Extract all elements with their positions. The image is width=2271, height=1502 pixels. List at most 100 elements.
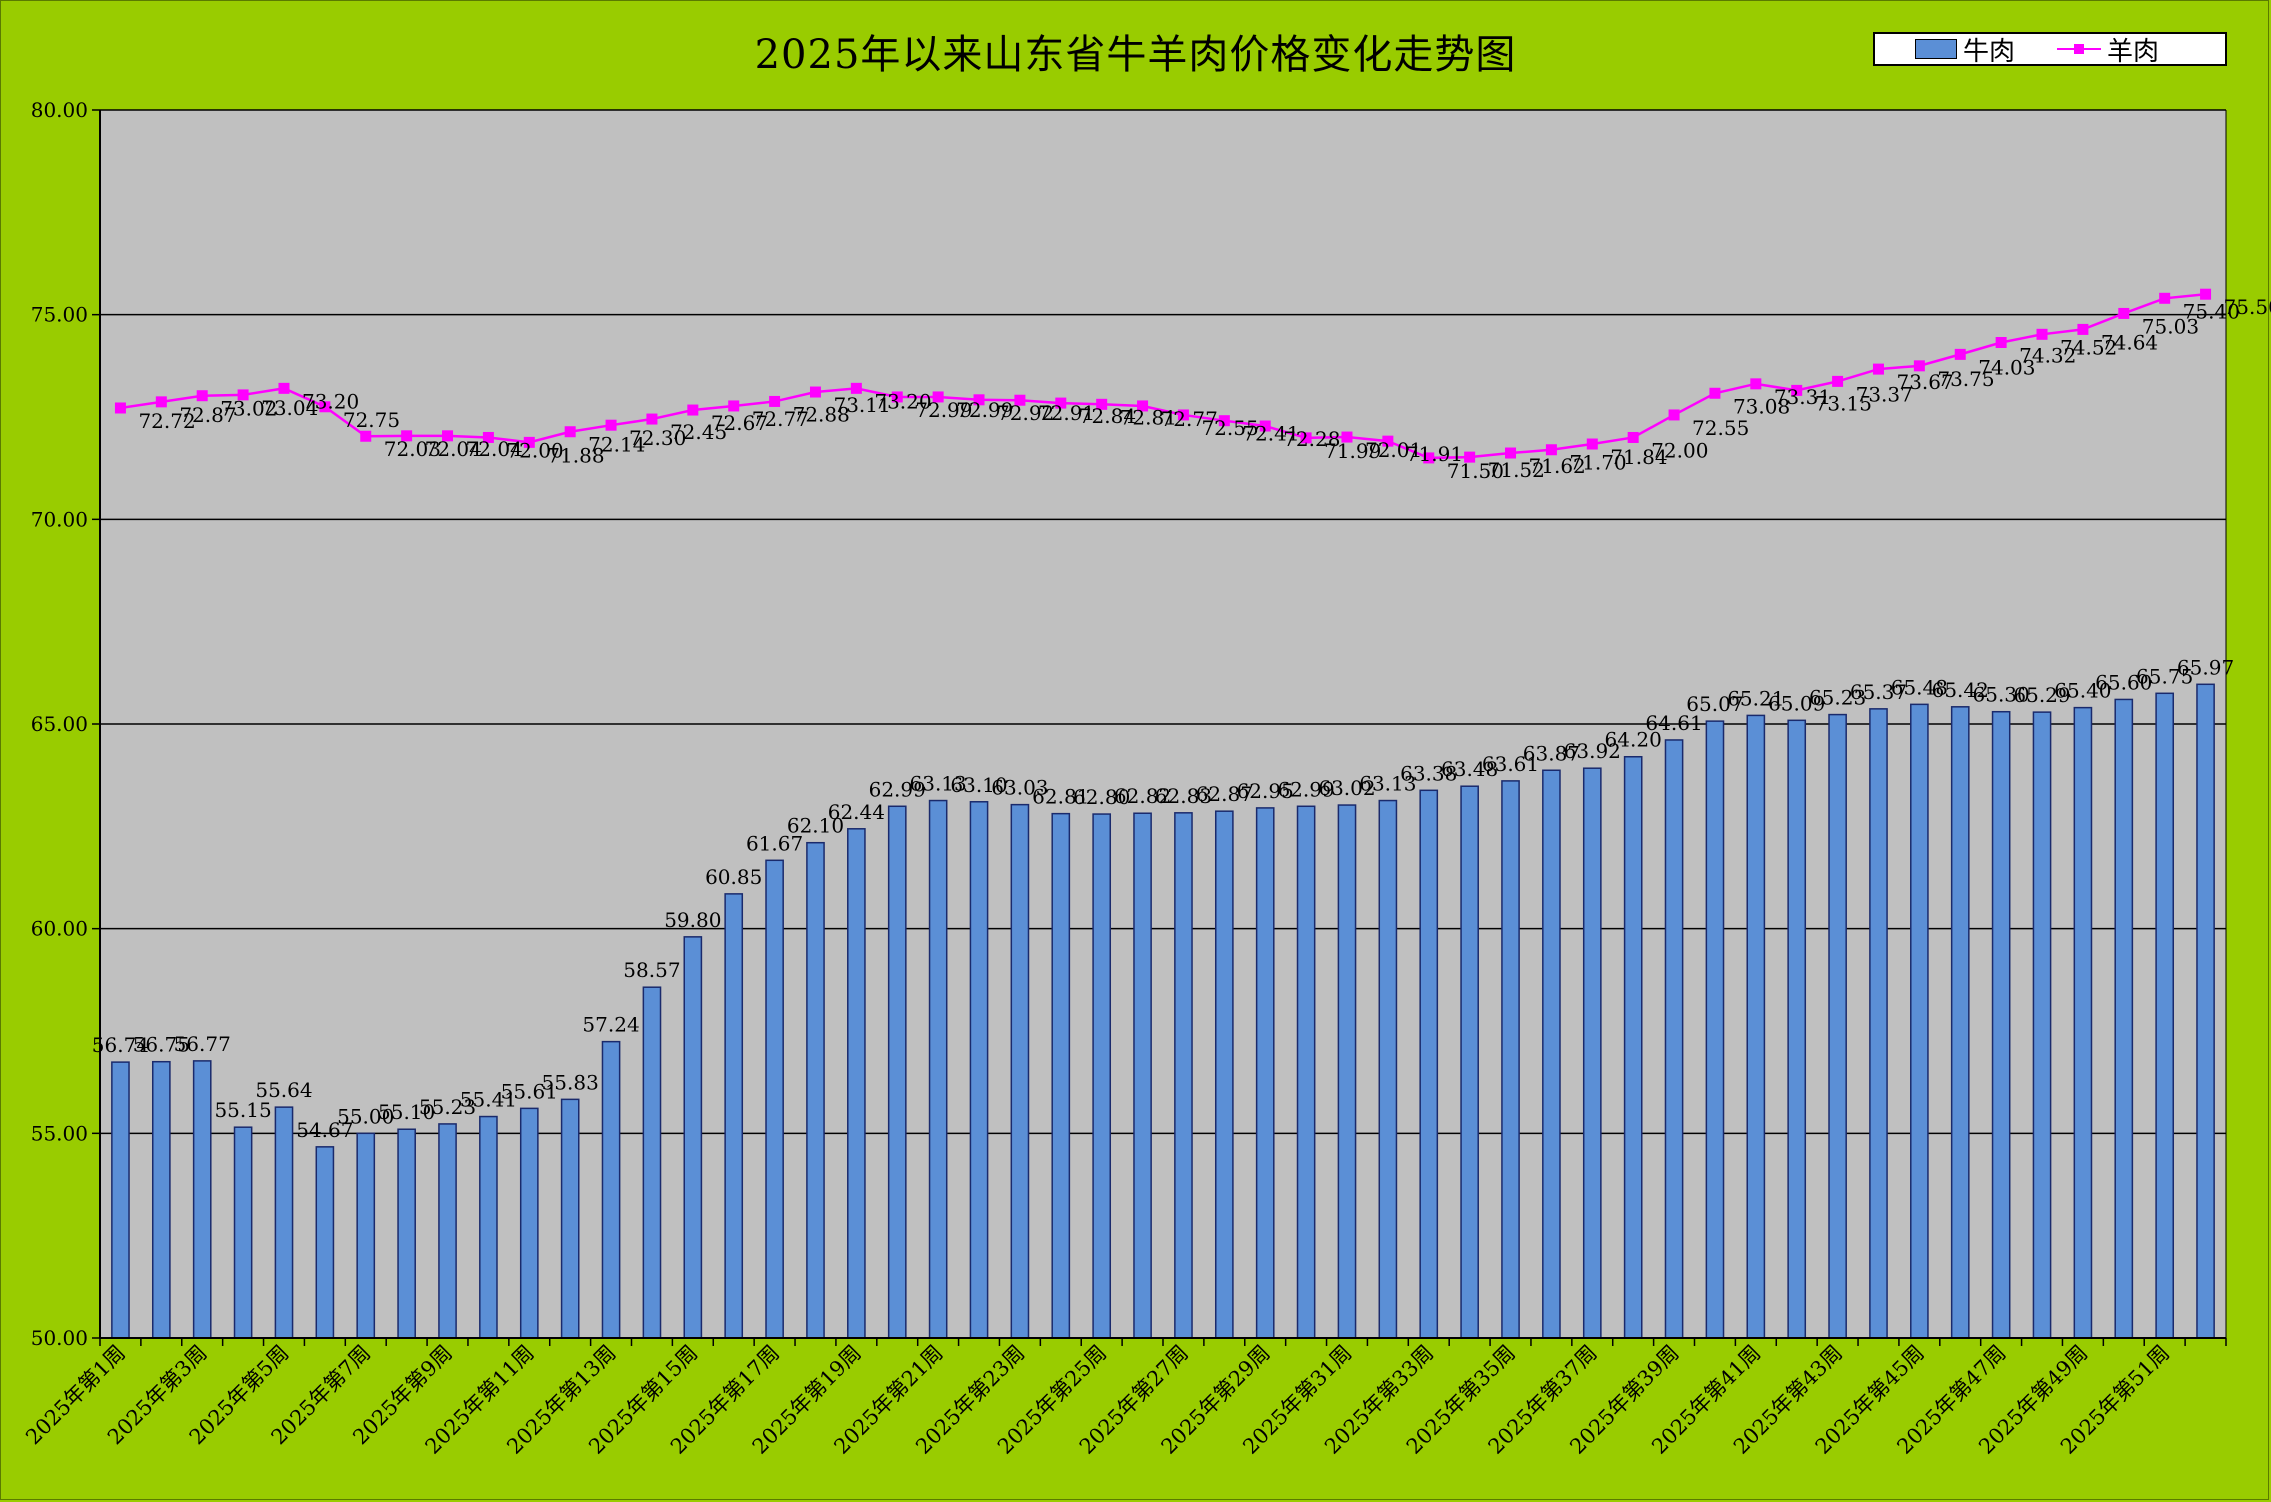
beef-bar-label: 65.09 — [1768, 691, 1825, 715]
beef-bar-label: 62.95 — [1237, 779, 1294, 803]
beef-bar-label: 55.61 — [501, 1079, 558, 1103]
mutton-point-label: 72.88 — [793, 402, 850, 426]
mutton-data-labels: 72.7272.8773.0273.0473.2072.7572.0372.04… — [138, 295, 2271, 483]
mutton-marker — [1177, 409, 1189, 421]
mutton-marker — [1709, 387, 1721, 399]
beef-bar — [1746, 714, 1766, 1339]
beef-bar-label: 63.92 — [1564, 739, 1621, 763]
mutton-point-label: 73.20 — [302, 389, 359, 413]
beef-bar — [1296, 805, 1316, 1339]
mutton-marker — [1872, 363, 1884, 375]
beef-bar-label: 63.13 — [1359, 772, 1416, 796]
mutton-marker — [1791, 384, 1803, 396]
mutton-marker — [1423, 452, 1435, 464]
beef-bar-label: 63.13 — [910, 772, 967, 796]
beef-bar — [601, 1040, 621, 1339]
beef-bar-label: 65.40 — [2054, 679, 2111, 703]
mutton-marker — [850, 382, 862, 394]
mutton-point-label: 71.84 — [1610, 445, 1667, 469]
beef-bar — [724, 893, 744, 1339]
beef-bar — [1664, 739, 1684, 1339]
beef-bar — [1337, 804, 1357, 1339]
mutton-marker — [1505, 447, 1517, 459]
mutton-point-label: 74.32 — [2019, 344, 2076, 368]
beef-bar — [1623, 755, 1643, 1339]
mutton-point-label: 73.31 — [1774, 385, 1831, 409]
y-tick-label: 55.00 — [31, 1121, 88, 1145]
mutton-marker — [1014, 394, 1026, 406]
beef-bar-label: 56.74 — [92, 1033, 149, 1057]
beef-bar-label: 55.23 — [419, 1095, 476, 1119]
beef-bar-label: 62.44 — [828, 800, 885, 824]
mutton-point-label: 72.01 — [1365, 438, 1422, 462]
mutton-marker — [196, 390, 208, 402]
mutton-line-path — [120, 292, 2206, 460]
beef-bar-label: 65.07 — [1686, 692, 1743, 716]
mutton-marker — [360, 430, 372, 442]
beef-bar — [1010, 803, 1030, 1339]
mutton-marker — [605, 419, 617, 431]
mutton-point-label: 73.15 — [1815, 391, 1872, 415]
mutton-point-label: 71.70 — [1569, 451, 1626, 475]
mutton-marker — [1586, 438, 1598, 450]
mutton-point-label: 71.50 — [1447, 459, 1504, 483]
beef-bar-label: 65.21 — [1727, 686, 1784, 710]
beef-bar — [356, 1132, 376, 1339]
beef-bar-label: 54.67 — [296, 1118, 353, 1142]
mutton-point-label: 72.84 — [1079, 404, 1136, 428]
mutton-marker — [278, 382, 290, 394]
legend-mutton-label: 羊肉 — [2107, 36, 2160, 67]
beef-bar-label: 62.83 — [1155, 784, 1212, 808]
beef-bar — [928, 799, 948, 1339]
beef-bar-label: 65.97 — [2177, 655, 2234, 679]
mutton-line — [114, 288, 2212, 464]
beef-bar-label: 63.61 — [1482, 752, 1539, 776]
y-axis-tick-labels: 50.00 55.00 60.00 65.00 70.00 75.00 80.00 — [31, 98, 88, 1350]
beef-bar — [1378, 799, 1398, 1339]
mutton-marker — [687, 404, 699, 416]
beef-bar — [2155, 692, 2175, 1339]
mutton-marker — [1300, 432, 1312, 444]
beef-bar — [1542, 769, 1561, 1339]
beef-bar — [642, 986, 662, 1339]
legend: 牛肉 羊肉 — [1873, 31, 2227, 68]
mutton-point-label: 71.99 — [1324, 439, 1381, 463]
mutton-marker — [442, 430, 454, 442]
mutton-marker — [891, 391, 903, 403]
mutton-point-label: 75.03 — [2142, 314, 2199, 338]
mutton-marker — [1668, 409, 1680, 421]
beef-bar-label: 64.20 — [1605, 728, 1662, 752]
beef-bar-label: 55.41 — [460, 1088, 517, 1112]
mutton-point-label: 73.08 — [1733, 394, 1790, 418]
mutton-point-label: 72.41 — [1242, 422, 1299, 446]
beef-bar — [1460, 785, 1479, 1339]
mutton-marker — [2200, 288, 2212, 300]
mutton-marker — [1218, 415, 1230, 427]
mutton-marker — [1096, 398, 1108, 410]
mutton-point-label: 71.62 — [1529, 454, 1586, 478]
mutton-point-label: 72.77 — [752, 407, 809, 431]
legend-item-beef: 牛肉 — [1915, 31, 2015, 68]
beef-bar-label: 65.75 — [2136, 664, 2193, 688]
mutton-point-label: 72.04 — [425, 437, 482, 461]
beef-bar — [683, 936, 703, 1339]
mutton-point-label: 72.03 — [384, 437, 441, 461]
beef-bar — [1133, 812, 1152, 1339]
mutton-point-label: 74.03 — [1978, 355, 2035, 379]
mutton-point-label: 72.04 — [466, 437, 523, 461]
beef-bar — [151, 1060, 171, 1339]
beef-bar-label: 58.57 — [623, 958, 680, 982]
mutton-marker — [155, 396, 167, 408]
mutton-marker — [1341, 431, 1353, 443]
beef-bar — [111, 1061, 130, 1339]
beef-bar-label: 65.30 — [1973, 683, 2030, 707]
beef-bar-label: 55.83 — [542, 1070, 599, 1094]
y-tick-label: 60.00 — [31, 917, 88, 941]
mutton-point-label: 72.14 — [588, 433, 645, 457]
mutton-point-label: 72.92 — [997, 401, 1054, 425]
beef-bar — [806, 841, 825, 1339]
mutton-marker — [1832, 375, 1844, 387]
